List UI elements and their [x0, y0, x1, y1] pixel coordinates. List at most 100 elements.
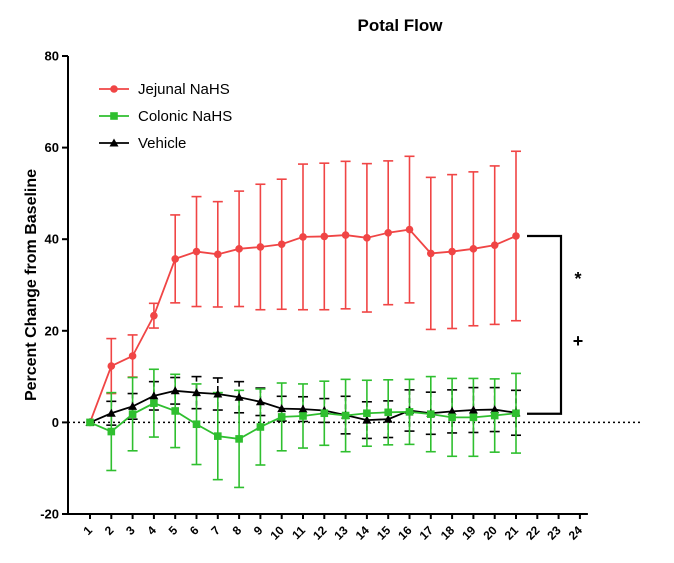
legend-jejunal-nahs-label: Jejunal NaHS [138, 81, 230, 98]
y-tick-label: 20 [45, 323, 59, 338]
jejunal-nahs-point [150, 311, 158, 320]
legend-jejunal-nahs-marker [110, 85, 118, 93]
legend-colonic-nahs-label: Colonic NaHS [138, 108, 232, 125]
significance-symbol-plus: + [573, 331, 584, 351]
colonic-nahs-point [512, 409, 520, 418]
x-tick-label: 18 [438, 523, 458, 543]
x-tick-label: 12 [310, 523, 330, 543]
colonic-nahs-point [469, 413, 478, 422]
y-tick-label: 0 [52, 415, 59, 430]
colonic-nahs-point [448, 413, 456, 422]
jejunal-nahs-point [405, 225, 414, 234]
colonic-nahs-point [427, 410, 435, 418]
x-tick-label: 17 [417, 523, 437, 543]
jejunal-nahs-point [235, 245, 243, 253]
colonic-nahs-point [150, 399, 158, 407]
x-tick-label: 20 [480, 523, 500, 543]
x-tick-label: 13 [331, 523, 351, 543]
colonic-nahs-point [86, 418, 94, 427]
jejunal-nahs-point [299, 233, 307, 241]
error-bars [106, 150, 521, 489]
legend-vehicle-marker [109, 138, 119, 147]
x-tick-label: 23 [544, 523, 564, 543]
jejunal-nahs-point [512, 232, 520, 240]
colonic-nahs-point [341, 411, 350, 420]
bracket-line [527, 234, 563, 415]
vehicle-point [128, 401, 138, 410]
colonic-nahs-point [384, 408, 392, 417]
jejunal-nahs-point [341, 231, 350, 239]
vehicle-point [490, 405, 500, 414]
series-markers [85, 225, 521, 443]
y-tick-label: 80 [45, 49, 59, 64]
x-tick-label: 3 [123, 523, 138, 538]
vehicle-point [106, 408, 116, 417]
colonic-nahs-point [320, 409, 329, 418]
colonic-nahs-point [405, 408, 414, 416]
vehicle-point [277, 404, 287, 413]
jejunal-nahs-point [128, 352, 137, 360]
vehicle-point [149, 391, 159, 400]
legend-colonic-nahs-marker [110, 112, 118, 120]
jejunal-nahs-point [107, 362, 116, 370]
colonic-nahs-point [277, 413, 286, 421]
colonic-nahs-point [256, 423, 265, 431]
vehicle-point [383, 414, 393, 423]
jejunal-nahs-point [256, 243, 265, 251]
y-axis-label: Percent Change from Baseline [23, 169, 40, 401]
y-tick-label: 40 [45, 232, 59, 247]
x-tick-label: 1 [80, 523, 95, 538]
x-tick-label: 8 [230, 523, 245, 538]
colonic-nahs-point [299, 412, 307, 420]
vehicle-point [255, 397, 265, 406]
x-tick-label: 10 [267, 523, 287, 543]
jejunal-nahs-point [171, 255, 179, 263]
jejunal-nahs-point [214, 250, 222, 259]
significance-bracket: *+ [527, 234, 584, 415]
y-tick-label: -20 [40, 507, 59, 522]
jejunal-nahs-point [320, 232, 329, 241]
jejunal-nahs-point [490, 241, 499, 249]
x-tick-label: 5 [166, 523, 181, 538]
vehicle-point [170, 386, 180, 395]
x-tick-label: 15 [374, 523, 394, 543]
jejunal-nahs-point [192, 247, 201, 256]
significance-symbol-asterisk: * [574, 269, 581, 289]
jejunal-nahs-point [427, 249, 435, 258]
colonic-nahs-point [128, 410, 137, 418]
vehicle-point [234, 392, 244, 401]
colonic-nahs-point [363, 409, 371, 418]
colonic-nahs-point [192, 420, 201, 429]
vehicle-point [362, 415, 372, 424]
colonic-nahs-point [214, 432, 222, 440]
jejunal-nahs-point [448, 247, 456, 256]
legend: Jejunal NaHS Colonic NaHS Vehicle [99, 81, 232, 152]
x-tick-label: 16 [395, 523, 415, 543]
colonic-nahs-point [107, 427, 116, 436]
colonic-nahs-point [235, 435, 243, 443]
x-tick-label: 21 [502, 523, 522, 543]
colonic-nahs-point [490, 411, 499, 420]
x-tick-label: 19 [459, 523, 479, 543]
vehicle-point [468, 405, 478, 414]
x-tick-label: 9 [251, 523, 266, 538]
x-tick-label: 6 [187, 523, 202, 538]
jejunal-nahs-point [363, 234, 371, 242]
chart-title: Potal Flow [358, 16, 444, 35]
vehicle-point [447, 406, 457, 415]
y-tick-label: 60 [45, 140, 59, 155]
x-tick-label: 7 [208, 523, 223, 538]
x-tick-label: 2 [102, 523, 117, 538]
x-tick-label: 22 [523, 523, 543, 543]
vehicle-point [298, 404, 308, 413]
colonic-nahs-point [171, 407, 179, 415]
jejunal-nahs-point [469, 245, 478, 253]
legend-vehicle-label: Vehicle [138, 135, 186, 152]
x-tick-label: 24 [566, 523, 586, 543]
vehicle-point [213, 389, 223, 398]
x-tick-label: 11 [289, 523, 308, 542]
vehicle-point [192, 388, 201, 397]
jejunal-nahs-point [277, 240, 286, 249]
